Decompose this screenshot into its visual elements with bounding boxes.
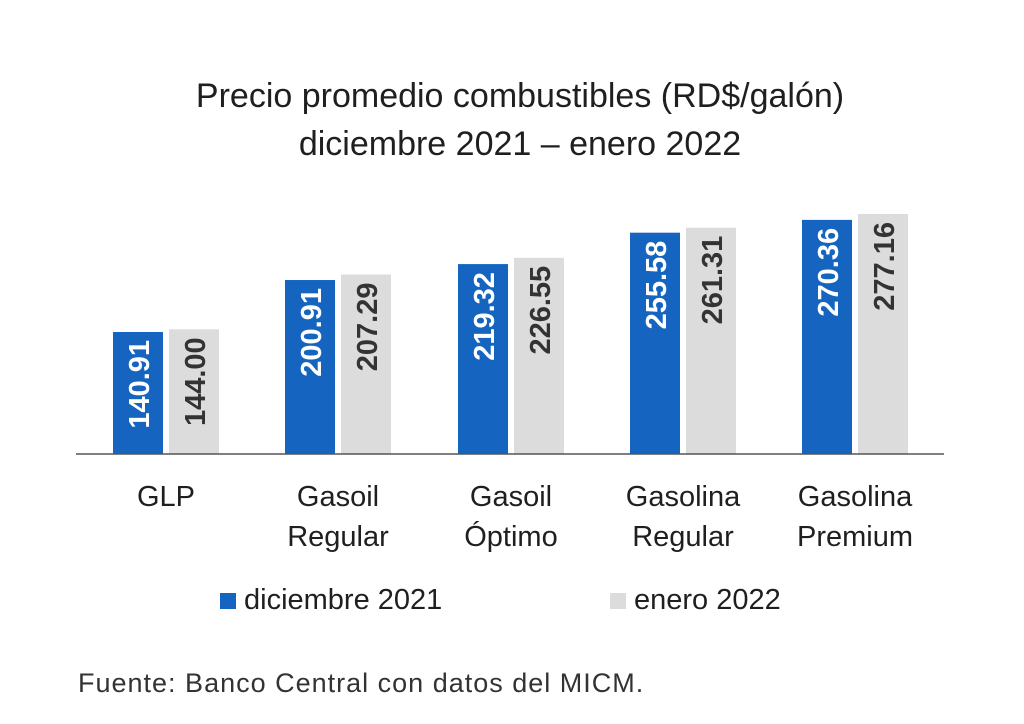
legend-swatch-series-2 xyxy=(610,592,626,609)
data-label-dic-2021-4: 270.36 xyxy=(813,228,845,317)
bar-ene-2022-1 xyxy=(341,274,391,454)
category-label-1-line-0: Gasoil xyxy=(297,481,379,513)
category-label-3-line-0: Gasolina xyxy=(626,481,741,513)
source-note: Fuente: Banco Central con datos del MICM… xyxy=(78,668,645,698)
category-label-0-line-0: GLP xyxy=(137,481,195,513)
category-label-4-line-1: Premium xyxy=(797,521,913,553)
category-label-1-line-1: Regular xyxy=(287,521,389,553)
data-label-dic-2021-1: 200.91 xyxy=(296,288,328,377)
legend-item-series-2: enero 2022 xyxy=(610,584,781,617)
data-label-dic-2021-3: 255.58 xyxy=(641,241,673,330)
category-label-4-line-0: Gasolina xyxy=(798,481,913,513)
legend: diciembre 2021 enero 2022 xyxy=(0,584,1024,624)
legend-label-series-1: diciembre 2021 xyxy=(244,584,443,616)
data-label-ene-2022-4: 277.16 xyxy=(869,222,901,311)
chart-title-line-2: diciembre 2021 – enero 2022 xyxy=(298,125,742,163)
bar-dic-2021-3 xyxy=(630,232,680,454)
chart-title: Precio promedio combustibles (RD$/galón)… xyxy=(0,72,1024,168)
data-label-ene-2022-1: 207.29 xyxy=(352,283,384,372)
data-label-dic-2021-2: 219.32 xyxy=(469,272,501,361)
data-label-ene-2022-0: 144.00 xyxy=(180,337,212,426)
data-label-ene-2022-2: 226.55 xyxy=(525,266,557,355)
bar-dic-2021-0 xyxy=(113,331,163,454)
data-label-ene-2022-3: 261.31 xyxy=(697,236,729,325)
category-label-2-line-1: Óptimo xyxy=(464,520,557,553)
bar-ene-2022-2 xyxy=(514,257,564,454)
bar-dic-2021-2 xyxy=(458,264,508,454)
bar-dic-2021-4 xyxy=(802,219,852,454)
data-label-dic-2021-0: 140.91 xyxy=(124,340,156,429)
chart-title-line-1: Precio promedio combustibles (RD$/galón) xyxy=(195,77,845,115)
bar-ene-2022-0 xyxy=(169,329,219,454)
category-label-3-line-1: Regular xyxy=(632,521,734,553)
bar-ene-2022-4 xyxy=(858,214,908,454)
category-label-2-line-0: Gasoil xyxy=(470,481,552,513)
legend-item-series-1: diciembre 2021 xyxy=(220,584,442,617)
bar-ene-2022-3 xyxy=(686,227,736,454)
bar-dic-2021-1 xyxy=(285,280,335,454)
legend-label-series-2: enero 2022 xyxy=(634,584,781,616)
legend-swatch-series-1 xyxy=(220,592,236,609)
